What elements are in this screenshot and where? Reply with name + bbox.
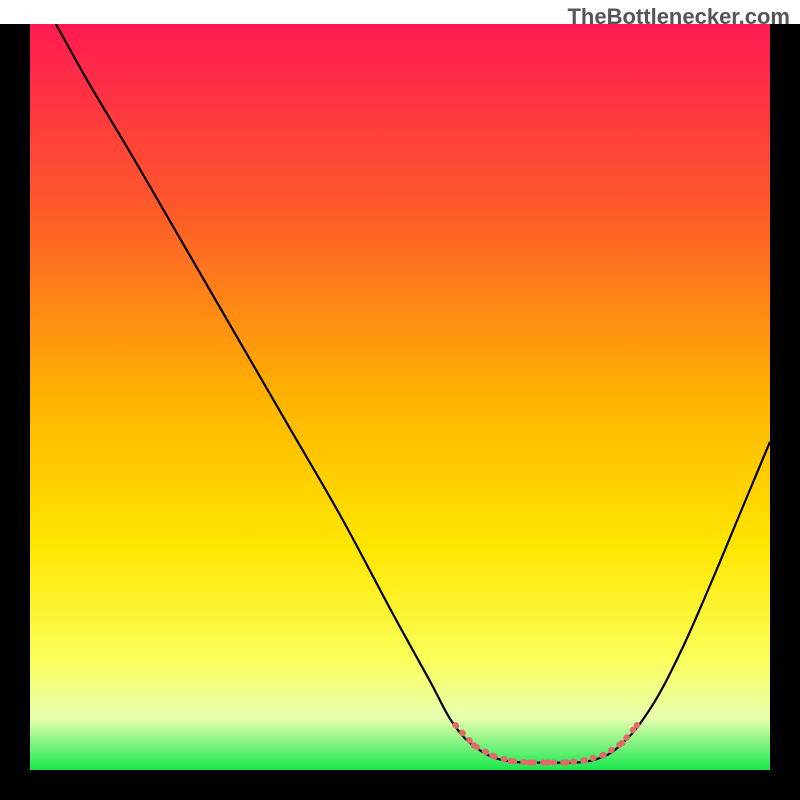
frame-right (770, 24, 800, 800)
frame-bottom (0, 770, 800, 800)
watermark-text: TheBottlenecker.com (567, 4, 790, 30)
frame-left (0, 24, 30, 800)
gradient-background (30, 24, 770, 770)
chart-container: TheBottlenecker.com (0, 0, 800, 800)
